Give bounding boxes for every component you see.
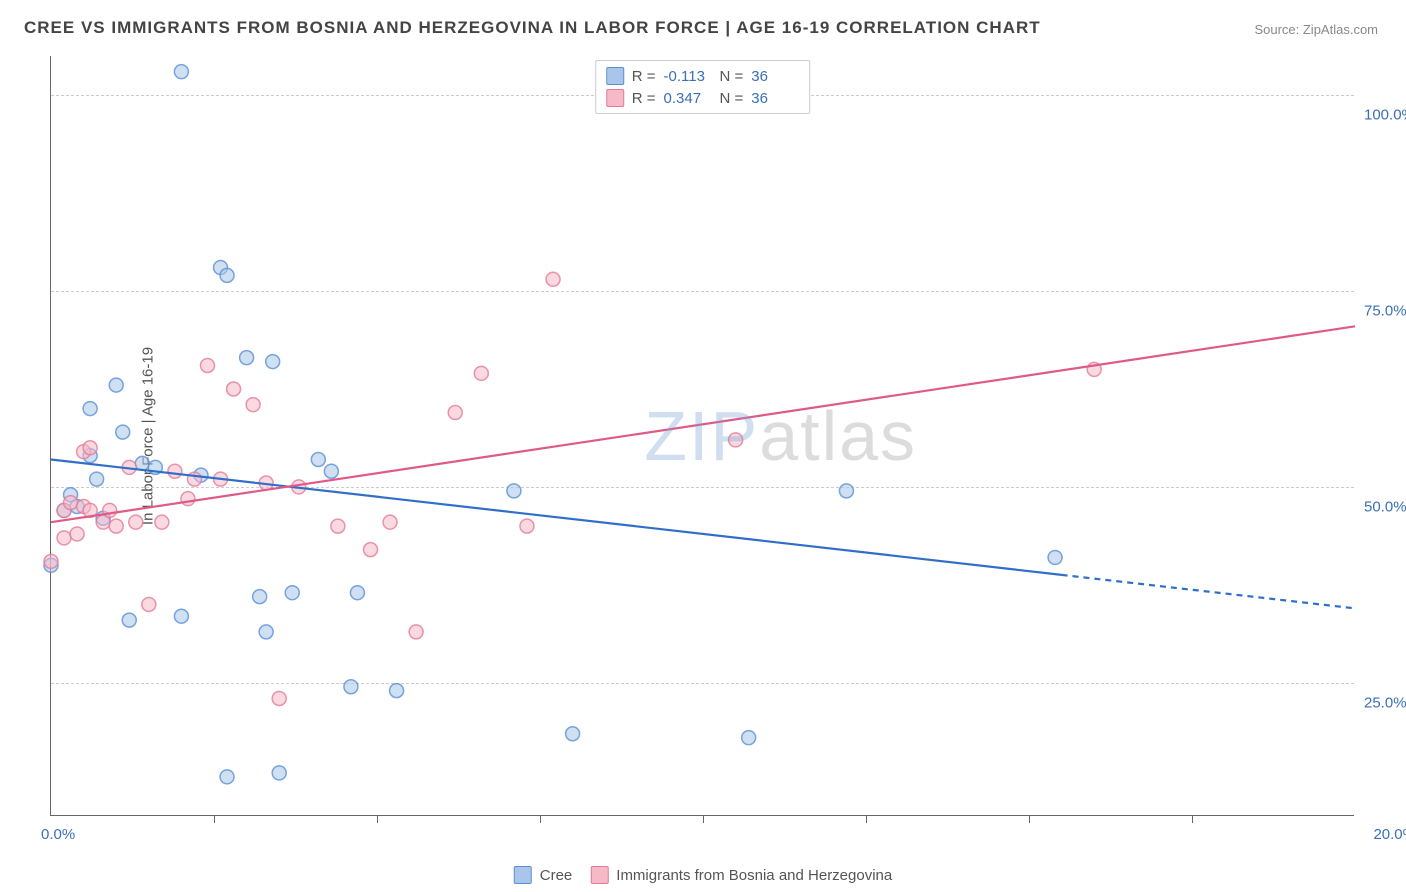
- correlation-legend: R = -0.113 N = 36 R = 0.347 N = 36: [595, 60, 811, 114]
- n-value-bosnia: 36: [751, 90, 799, 107]
- legend-item-bosnia: Immigrants from Bosnia and Herzegovina: [590, 866, 892, 884]
- n-label: N =: [720, 68, 744, 85]
- swatch-cree: [606, 67, 624, 85]
- scatter-svg: [51, 56, 1354, 815]
- y-tick-label: 100.0%: [1364, 107, 1406, 124]
- swatch-cree: [514, 866, 532, 884]
- y-tick-label: 75.0%: [1364, 303, 1406, 320]
- series-legend: Cree Immigrants from Bosnia and Herzegov…: [514, 866, 892, 884]
- r-label: R =: [632, 68, 656, 85]
- x-min-label: 0.0%: [41, 826, 75, 843]
- r-value-bosnia: 0.347: [664, 90, 712, 107]
- legend-label-bosnia: Immigrants from Bosnia and Herzegovina: [616, 867, 892, 884]
- r-value-cree: -0.113: [664, 68, 712, 85]
- chart-title: CREE VS IMMIGRANTS FROM BOSNIA AND HERZE…: [24, 18, 1041, 38]
- legend-label-cree: Cree: [540, 867, 573, 884]
- swatch-bosnia: [590, 866, 608, 884]
- plot-area: In Labor Force | Age 16-19 25.0%50.0%75.…: [50, 56, 1354, 816]
- source-attribution: Source: ZipAtlas.com: [1254, 22, 1378, 37]
- y-tick-label: 50.0%: [1364, 498, 1406, 515]
- legend-row-bosnia: R = 0.347 N = 36: [606, 87, 800, 109]
- n-value-cree: 36: [751, 68, 799, 85]
- legend-item-cree: Cree: [514, 866, 573, 884]
- y-tick-label: 25.0%: [1364, 694, 1406, 711]
- r-label: R =: [632, 90, 656, 107]
- swatch-bosnia: [606, 89, 624, 107]
- n-label: N =: [720, 90, 744, 107]
- x-max-label: 20.0%: [1373, 826, 1406, 843]
- legend-row-cree: R = -0.113 N = 36: [606, 65, 800, 87]
